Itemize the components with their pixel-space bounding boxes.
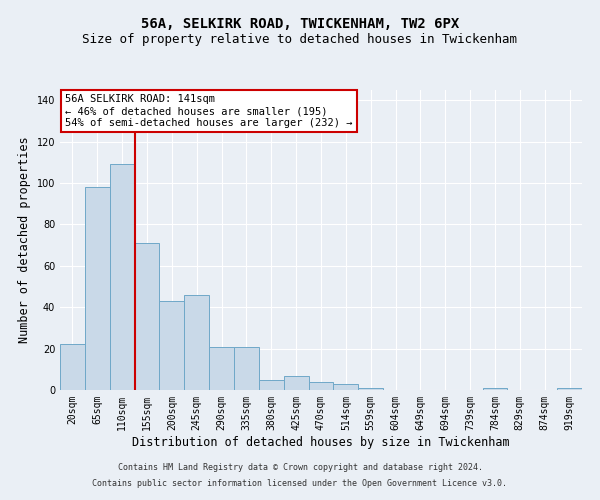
Bar [284, 376, 308, 390]
Text: Contains public sector information licensed under the Open Government Licence v3: Contains public sector information licen… [92, 478, 508, 488]
Bar [134, 243, 160, 390]
Bar [184, 295, 209, 390]
X-axis label: Distribution of detached houses by size in Twickenham: Distribution of detached houses by size … [132, 436, 510, 448]
Bar [557, 388, 582, 390]
Y-axis label: Number of detached properties: Number of detached properties [18, 136, 31, 344]
Bar [358, 388, 383, 390]
Text: Size of property relative to detached houses in Twickenham: Size of property relative to detached ho… [83, 32, 517, 46]
Bar [85, 187, 110, 390]
Bar [209, 346, 234, 390]
Text: 56A, SELKIRK ROAD, TWICKENHAM, TW2 6PX: 56A, SELKIRK ROAD, TWICKENHAM, TW2 6PX [141, 18, 459, 32]
Bar [110, 164, 134, 390]
Bar [259, 380, 284, 390]
Bar [160, 301, 184, 390]
Bar [60, 344, 85, 390]
Bar [334, 384, 358, 390]
Bar [482, 388, 508, 390]
Bar [234, 346, 259, 390]
Text: Contains HM Land Registry data © Crown copyright and database right 2024.: Contains HM Land Registry data © Crown c… [118, 464, 482, 472]
Bar [308, 382, 334, 390]
Text: 56A SELKIRK ROAD: 141sqm
← 46% of detached houses are smaller (195)
54% of semi-: 56A SELKIRK ROAD: 141sqm ← 46% of detach… [65, 94, 353, 128]
